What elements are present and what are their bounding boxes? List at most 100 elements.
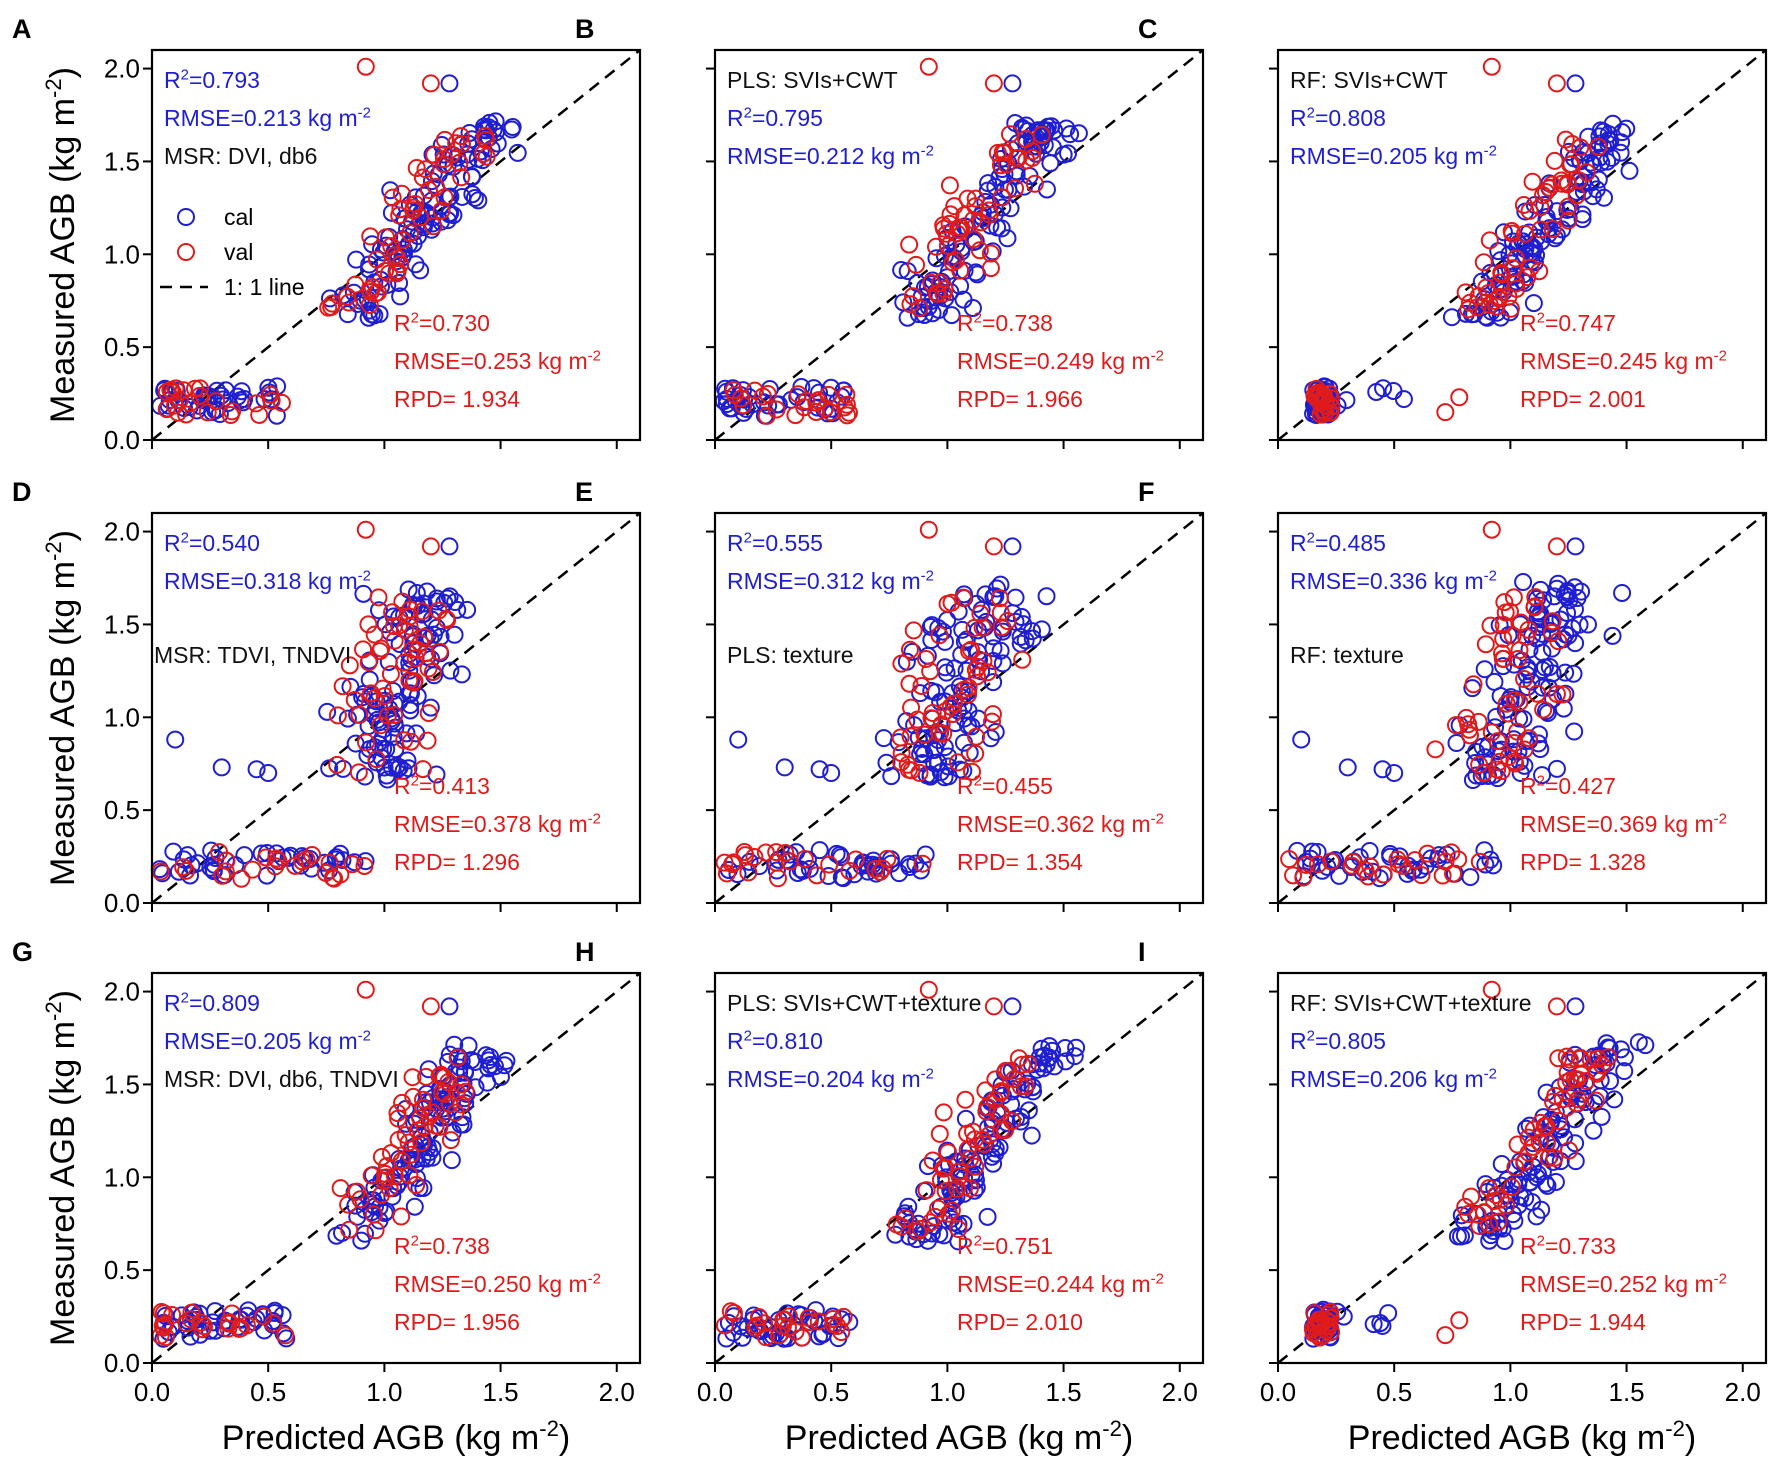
cal-point — [365, 306, 384, 325]
val-point — [447, 134, 466, 153]
cal-point — [202, 841, 221, 860]
cal-point — [882, 767, 901, 786]
cal-point — [810, 760, 829, 779]
plot-frame — [1276, 48, 1768, 442]
cal-point — [1394, 390, 1413, 409]
cal-point — [810, 841, 829, 860]
cal-point — [1478, 755, 1497, 774]
cal-point — [1541, 1111, 1560, 1130]
val-point — [243, 860, 262, 879]
val-point — [723, 855, 742, 874]
val-point — [1519, 620, 1538, 639]
val-point — [216, 862, 235, 881]
val-point — [1433, 866, 1452, 885]
val-point — [1586, 1091, 1605, 1110]
cal-point — [341, 677, 360, 696]
val-point — [1436, 1326, 1455, 1345]
cal-point — [1403, 861, 1422, 880]
cal-point — [400, 684, 419, 703]
cal-point — [936, 692, 955, 711]
legend-line-label: 1: 1 line — [224, 274, 305, 300]
cal-point — [1554, 699, 1573, 718]
val-point — [350, 705, 369, 724]
val-point — [1567, 186, 1586, 205]
cal-point — [830, 845, 849, 864]
x-tick-label: 1.5 — [482, 1377, 518, 1407]
val-point — [425, 145, 444, 164]
val-point — [411, 208, 430, 227]
val-point — [177, 1314, 196, 1333]
val-point — [163, 383, 182, 402]
cal-r2: R2=0.808 — [1290, 104, 1386, 131]
cal-point — [174, 850, 193, 869]
val-point — [934, 284, 953, 303]
val-point — [1510, 693, 1529, 712]
val-point — [1558, 175, 1577, 194]
val-point — [1482, 57, 1501, 76]
cal-rmse: RMSE=0.336 kg m-2 — [1290, 567, 1497, 594]
val-point — [378, 706, 397, 725]
val-point — [1498, 704, 1517, 723]
val-point — [1520, 201, 1539, 220]
cal-point — [1597, 1034, 1616, 1053]
val-point — [413, 1090, 432, 1109]
val-rpd: RPD= 1.354 — [957, 849, 1083, 875]
val-point — [961, 1149, 980, 1168]
val-point — [946, 251, 965, 270]
val-point — [1495, 593, 1514, 612]
val-point — [381, 665, 400, 684]
panel-e: E R2=0.555 RMSE=0.312 kg m-2 PLS: texture R2… — [575, 477, 1205, 912]
cal-point — [809, 383, 828, 402]
val-point — [913, 854, 932, 873]
val-point — [973, 618, 992, 637]
one-to-one-line — [1277, 512, 1767, 904]
val-point — [1389, 855, 1408, 874]
val-point — [370, 642, 389, 661]
val-point — [1543, 220, 1562, 239]
val-point — [430, 642, 449, 661]
cal-point — [1330, 866, 1349, 885]
val-point — [372, 1147, 391, 1166]
val-point — [303, 845, 322, 864]
val-point — [1460, 726, 1479, 745]
val-point — [400, 1166, 419, 1185]
val-point — [715, 853, 734, 872]
x-tick-label: 1.0 — [366, 1377, 402, 1407]
val-point — [1284, 866, 1303, 885]
plot-frame — [150, 971, 642, 1365]
cal-point — [394, 761, 413, 780]
x-tick-label: 0.5 — [250, 1377, 286, 1407]
cal-point — [898, 308, 917, 327]
val-point — [452, 1095, 471, 1114]
val-r2: R2=0.733 — [1520, 1232, 1616, 1259]
val-point — [917, 650, 936, 669]
cal-point — [390, 273, 409, 292]
cal-point — [1023, 1078, 1042, 1097]
val-point — [435, 130, 454, 149]
val-point — [1547, 537, 1566, 556]
panel-letter: H — [575, 937, 595, 967]
val-point — [919, 980, 938, 999]
val-point — [221, 405, 240, 424]
cal-point — [822, 378, 841, 397]
val-point — [1501, 299, 1520, 318]
val-point — [396, 1125, 415, 1144]
val-point — [1515, 740, 1534, 759]
plot-frame — [150, 48, 642, 442]
val-point — [952, 218, 971, 237]
val-point — [316, 863, 335, 882]
x-tick-label: 0.0 — [1260, 1377, 1296, 1407]
val-point — [930, 1124, 949, 1143]
legend-val-label: val — [224, 239, 253, 265]
method-label: RF: SVIs+CWT+texture — [1290, 990, 1532, 1016]
val-point — [1568, 1070, 1587, 1089]
cal-point — [1538, 703, 1557, 722]
val-point — [990, 589, 1009, 608]
cal-point — [382, 758, 401, 777]
cal-point — [1599, 125, 1618, 144]
val-point — [368, 283, 387, 302]
val-point — [1526, 588, 1545, 607]
val-point — [1296, 855, 1315, 874]
cal-point — [442, 1151, 461, 1170]
val-point — [983, 712, 1002, 731]
